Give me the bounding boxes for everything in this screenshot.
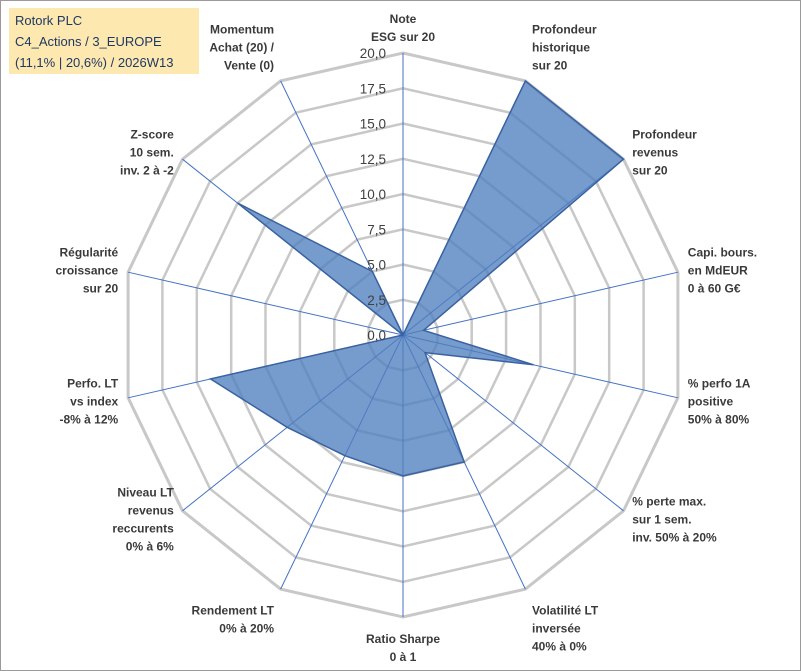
axis-label-line: Niveau LT [117,485,174,499]
axis-label-line: Momentum [210,23,274,37]
axis-labels: Note ESG sur 20 Profondeur historique sur 20… [55,12,757,664]
axis-label-line: positive [688,394,734,408]
axis-label-line: Volatilité LT [532,604,599,618]
axis-label: % perte max. sur 1 sem. inv. 50% à 20% [632,494,717,544]
axis-label-line: croissance [55,264,118,278]
axis-label-line: Rendement LT [192,604,275,618]
axis-label-line: Perfo. LT [67,376,119,390]
axis-label-line: 50% à 80% [688,412,750,426]
axis-label-line: Profondeur [532,23,597,37]
axis-label: Z-score 10 sem. inv. 2 à -2 [120,128,174,178]
title-category: C4_Actions / 3_EUROPE [15,34,162,49]
axis-label-line: -8% à 12% [59,412,118,426]
tick-label: 2,5 [367,293,386,308]
axis-label-line: revenus [632,146,678,160]
axis-spoke [402,334,624,512]
radial-tick-labels: 0,0 2,5 5,0 7,5 10,0 12,5 15,0 17,5 20,0 [360,46,386,343]
axis-label-line: Régularité [60,246,119,260]
axis-label-line: 0 à 1 [390,650,417,664]
axis-label-line: reccurents [112,521,174,535]
axis-label-line: Note [390,12,417,26]
axis-label-line: inv. 2 à -2 [120,164,174,178]
axis-label-line: ESG sur 20 [371,30,435,44]
axis-label-line: sur 1 sem. [632,512,691,526]
title-box: Rotork PLC C4_Actions / 3_EUROPE (11,1% … [9,8,199,74]
tick-label: 20,0 [360,46,386,61]
axis-label: Profondeur revenus sur 20 [632,128,697,178]
axis-label: Capi. bours. en MdEUR 0 à 60 G€ [688,246,757,296]
axis-label-line: 10 sem. [130,146,174,160]
axis-label-line: sur 20 [532,59,568,73]
axis-label-line: % perte max. [632,494,706,508]
axis-label: % perfo 1A positive 50% à 80% [688,376,751,426]
axis-label: Momentum Achat (20) / Vente (0) [209,23,274,73]
axis-label: Ratio Sharpe 0 à 1 [366,632,440,664]
axis-label-line: 40% à 0% [532,640,587,654]
axis-spoke [127,271,404,336]
axis-label: Note ESG sur 20 [371,12,435,44]
axis-label-line: Profondeur [632,128,697,142]
tick-label: 10,0 [360,187,386,202]
axis-label-line: % perfo 1A [688,376,751,390]
tick-label: 17,5 [360,81,386,96]
axis-label-line: sur 20 [83,282,119,296]
axis-label-line: 0% à 6% [126,539,174,553]
axis-spoke [402,271,679,336]
tick-label: 0,0 [367,328,386,343]
series-area [208,79,625,477]
axis-label: Régularité croissance sur 20 [55,246,118,296]
axis-label-line: historique [532,41,590,55]
title-company: Rotork PLC [15,13,83,28]
axis-label-line: sur 20 [632,164,668,178]
axis-label-line: inversée [532,622,581,636]
axis-label: Perfo. LT vs index -8% à 12% [59,376,118,426]
axis-label-line: 0% à 20% [219,622,274,636]
tick-label: 5,0 [367,258,386,273]
axis-label-line: vs index [70,394,118,408]
axis-label-line: 0 à 60 G€ [688,282,741,296]
axis-label: Rendement LT 0% à 20% [192,604,275,636]
axis-label: Niveau LT revenus reccurents 0% à 6% [112,485,174,553]
axis-label-line: Ratio Sharpe [366,632,440,646]
series-polygon [208,79,625,477]
axis-label-line: Z-score [130,128,174,142]
tick-label: 7,5 [367,222,386,237]
axis-label-line: inv. 50% à 20% [632,530,717,544]
axis-label-line: Achat (20) / [209,41,274,55]
axis-label: Volatilité LT inversée 40% à 0% [532,604,599,654]
axis-label-line: revenus [128,503,174,517]
axis-label-line: Vente (0) [224,59,274,73]
title-stats: (11,1% | 20,6%) / 2026W13 [15,55,174,70]
axis-label: Profondeur historique sur 20 [532,23,597,73]
tick-label: 15,0 [360,117,386,132]
tick-label: 12,5 [360,152,386,167]
axis-label-line: en MdEUR [688,264,748,278]
axis-label-line: Capi. bours. [688,246,757,260]
